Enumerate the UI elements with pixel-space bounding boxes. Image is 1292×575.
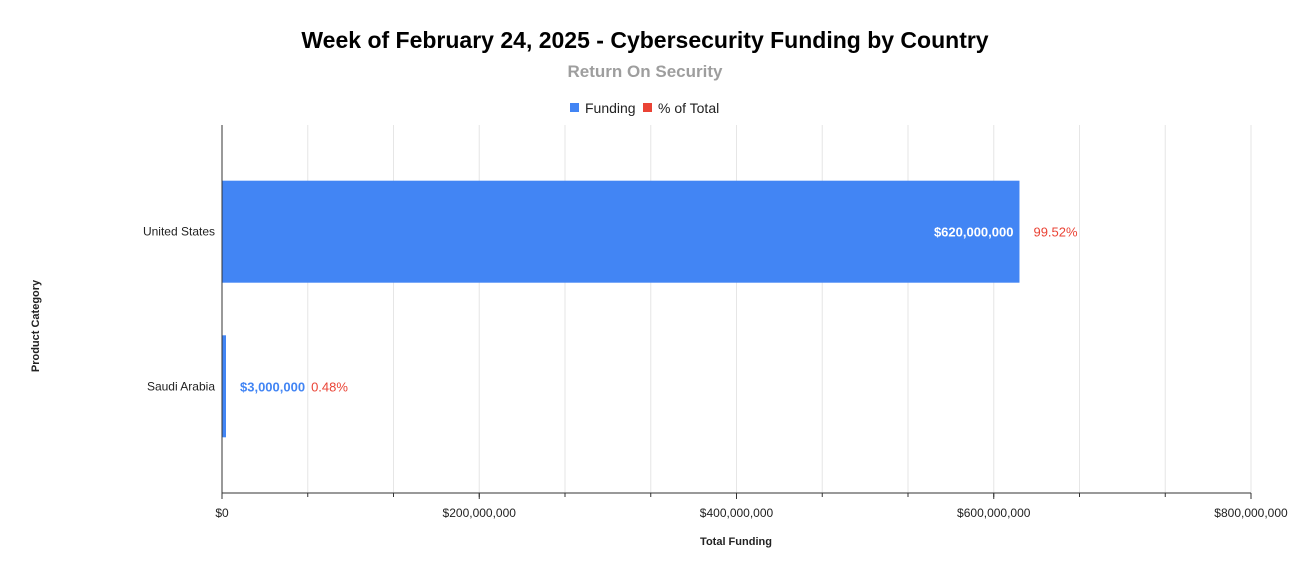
x-tick-label: $600,000,000	[957, 506, 1031, 520]
bar-united-states	[222, 180, 1020, 283]
y-category-label: United States	[143, 225, 215, 239]
legend-label-funding: Funding	[585, 100, 636, 116]
gridlines	[307, 125, 1252, 493]
data-labels: $620,000,000 99.52% $3,000,000 0.48%	[240, 225, 1078, 395]
percent-data-label: 0.48%	[311, 379, 348, 394]
legend-swatch-funding	[570, 103, 579, 112]
legend-swatch-percent	[643, 103, 652, 112]
bar-saudi-arabia	[222, 335, 226, 438]
axes: $0 $200,000,000 $400,000,000 $600,000,000 $8…	[143, 125, 1288, 520]
chart-subtitle: Return On Security	[568, 62, 723, 81]
x-tick-label: $0	[215, 506, 229, 520]
funding-data-label: $620,000,000	[934, 225, 1014, 240]
legend-label-percent: % of Total	[658, 100, 719, 116]
bars	[222, 180, 1020, 438]
y-category-label: Saudi Arabia	[147, 379, 215, 393]
x-tick-label: $200,000,000	[443, 506, 517, 520]
legend: Funding % of Total	[570, 100, 719, 116]
x-axis-title: Total Funding	[700, 536, 772, 548]
funding-data-label: $3,000,000	[240, 379, 305, 394]
x-tick-label: $400,000,000	[700, 506, 774, 520]
chart-title: Week of February 24, 2025 - Cybersecurit…	[301, 27, 988, 53]
y-axis-title: Product Category	[30, 279, 42, 372]
percent-data-label: 99.52%	[1033, 225, 1078, 240]
x-tick-label: $800,000,000	[1214, 506, 1288, 520]
